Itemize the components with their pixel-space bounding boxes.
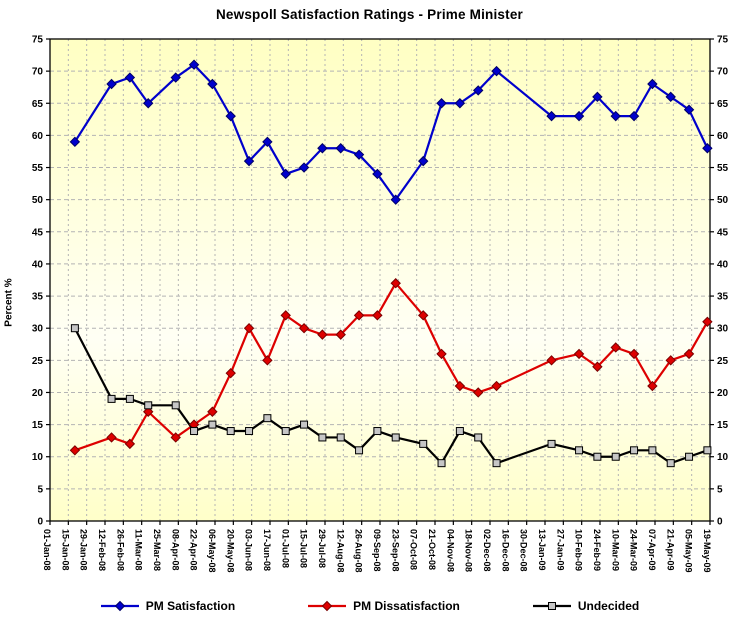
svg-text:27-Jan-09: 27-Jan-09 [555, 529, 565, 571]
svg-text:10: 10 [32, 452, 44, 463]
svg-text:70: 70 [32, 67, 44, 78]
legend-item-pm-dissatisfaction: PM Dissatisfaction [307, 599, 460, 613]
svg-text:50: 50 [32, 195, 44, 206]
legend-item-pm-satisfaction: PM Satisfaction [100, 599, 235, 613]
svg-text:75: 75 [32, 35, 44, 46]
svg-text:19-May-09: 19-May-09 [702, 529, 712, 573]
svg-text:21-Oct-08: 21-Oct-08 [427, 529, 437, 570]
legend-label-pm-satisfaction: PM Satisfaction [145, 599, 236, 613]
svg-text:21-Apr-09: 21-Apr-09 [665, 529, 675, 571]
svg-text:07-Oct-08: 07-Oct-08 [409, 529, 419, 570]
svg-text:5: 5 [717, 484, 723, 495]
undecided-swatch-icon [532, 602, 571, 610]
svg-text:15: 15 [717, 420, 729, 431]
svg-text:29-Jan-08: 29-Jan-08 [79, 529, 89, 571]
svg-text:08-Apr-08: 08-Apr-08 [170, 529, 180, 571]
svg-text:70: 70 [717, 67, 729, 78]
svg-text:25: 25 [32, 356, 44, 367]
svg-text:35: 35 [717, 292, 729, 303]
svg-text:12-Aug-08: 12-Aug-08 [335, 529, 345, 573]
svg-text:30: 30 [32, 324, 44, 335]
svg-text:04-Nov-08: 04-Nov-08 [445, 529, 455, 572]
legend-item-undecided: Undecided [532, 599, 639, 613]
svg-text:13-Jan-09: 13-Jan-09 [537, 529, 547, 571]
svg-text:65: 65 [32, 99, 44, 110]
svg-text:20: 20 [717, 388, 729, 399]
svg-text:05-May-09: 05-May-09 [684, 529, 694, 573]
legend: PM Satisfaction PM Dissatisfaction Undec… [0, 599, 739, 613]
svg-text:16-Dec-08: 16-Dec-08 [500, 529, 510, 572]
svg-text:10: 10 [717, 452, 729, 463]
svg-text:30: 30 [717, 324, 729, 335]
svg-text:26-Aug-08: 26-Aug-08 [354, 529, 364, 573]
svg-text:45: 45 [32, 227, 44, 238]
svg-text:65: 65 [717, 99, 729, 110]
svg-text:22-Apr-08: 22-Apr-08 [189, 529, 199, 571]
svg-text:01-Jul-08: 01-Jul-08 [280, 529, 290, 568]
svg-text:15-Jan-08: 15-Jan-08 [60, 529, 70, 571]
svg-text:02-Dec-08: 02-Dec-08 [482, 529, 492, 572]
svg-text:40: 40 [32, 259, 44, 270]
svg-text:06-May-08: 06-May-08 [207, 529, 217, 573]
legend-label-pm-dissatisfaction: PM Dissatisfaction [353, 599, 460, 613]
svg-text:75: 75 [717, 35, 729, 46]
svg-text:35: 35 [32, 292, 44, 303]
svg-text:24-Mar-09: 24-Mar-09 [629, 529, 639, 571]
svg-text:20: 20 [32, 388, 44, 399]
svg-text:10-Feb-09: 10-Feb-09 [574, 529, 584, 571]
svg-text:25-Mar-08: 25-Mar-08 [152, 529, 162, 571]
svg-text:0: 0 [37, 517, 43, 528]
svg-text:30-Dec-08: 30-Dec-08 [519, 529, 529, 572]
svg-text:26-Feb-08: 26-Feb-08 [115, 529, 125, 571]
svg-text:01-Jan-08: 01-Jan-08 [42, 529, 52, 571]
svg-text:20-May-08: 20-May-08 [225, 529, 235, 573]
svg-text:55: 55 [717, 163, 729, 174]
svg-text:24-Feb-09: 24-Feb-09 [592, 529, 602, 571]
svg-text:60: 60 [717, 131, 729, 142]
chart-title: Newspoll Satisfaction Ratings - Prime Mi… [215, 7, 523, 22]
svg-text:17-Jun-08: 17-Jun-08 [262, 529, 272, 571]
svg-text:5: 5 [37, 484, 43, 495]
svg-text:15-Jul-08: 15-Jul-08 [299, 529, 309, 568]
svg-text:23-Sep-08: 23-Sep-08 [390, 529, 400, 572]
svg-text:45: 45 [717, 227, 729, 238]
legend-label-undecided: Undecided [577, 599, 640, 613]
svg-text:07-Apr-09: 07-Apr-09 [647, 529, 657, 571]
svg-text:40: 40 [717, 259, 729, 270]
svg-text:60: 60 [32, 131, 44, 142]
svg-text:15: 15 [32, 420, 44, 431]
svg-text:29-Jul-08: 29-Jul-08 [317, 529, 327, 568]
pm-satisfaction-swatch-icon [100, 600, 139, 612]
svg-text:25: 25 [717, 356, 729, 367]
svg-text:18-Nov-08: 18-Nov-08 [464, 529, 474, 572]
svg-text:50: 50 [717, 195, 729, 206]
svg-text:10-Mar-09: 10-Mar-09 [610, 529, 620, 571]
svg-text:09-Sep-08: 09-Sep-08 [372, 529, 382, 572]
svg-text:55: 55 [32, 163, 44, 174]
svg-text:03-Jun-08: 03-Jun-08 [244, 529, 254, 571]
pm-dissatisfaction-swatch-icon [308, 600, 347, 612]
svg-text:11-Mar-08: 11-Mar-08 [134, 529, 144, 571]
svg-text:0: 0 [717, 517, 723, 528]
svg-text:12-Feb-08: 12-Feb-08 [97, 529, 107, 571]
